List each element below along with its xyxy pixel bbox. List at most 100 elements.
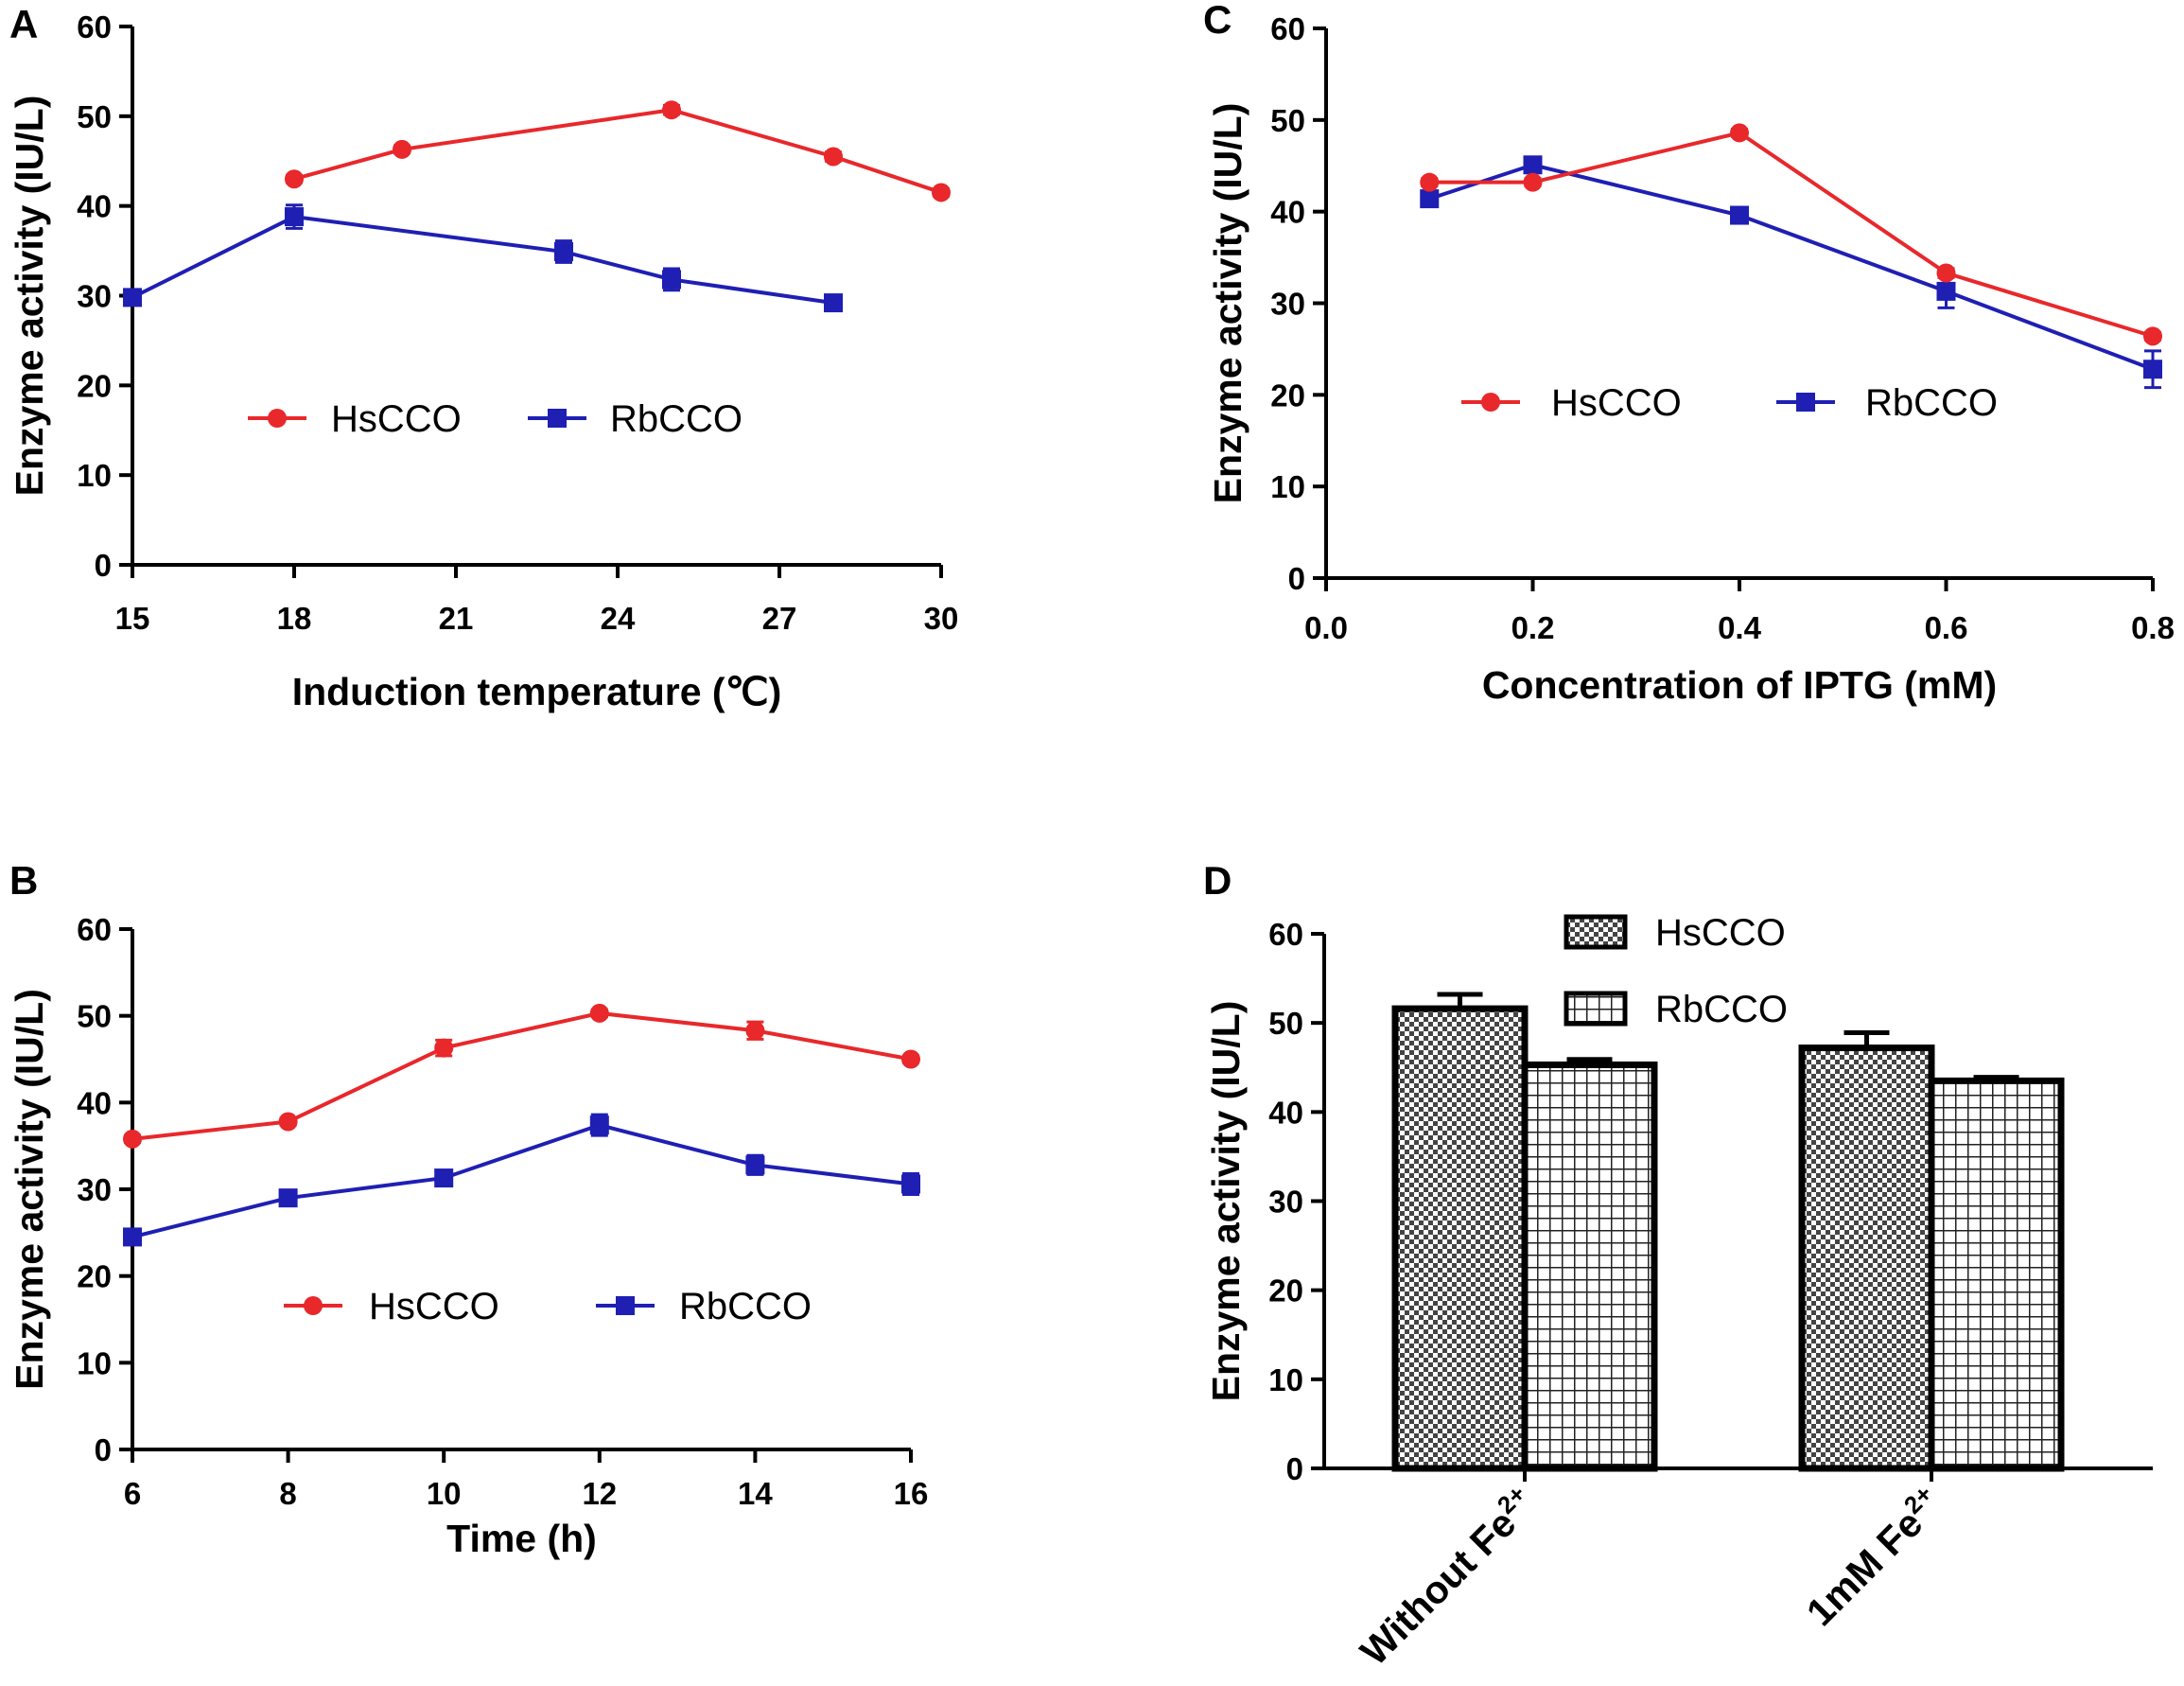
category-base: 1mM Fe [1798, 1502, 1931, 1634]
y-tick-label: 50 [77, 999, 112, 1034]
y-tick-label: 10 [77, 1345, 112, 1380]
x-tick-label: 0.2 [1511, 610, 1555, 645]
rbcco-point [554, 242, 573, 262]
x-axis-title: Concentration of IPTG (mM) [1482, 663, 1997, 707]
rbcco-point [2143, 360, 2162, 379]
legend-label: RbCCO [679, 1286, 812, 1327]
rbcco-line [1428, 163, 2154, 372]
x-category-label: Without Fe2+ [1350, 1480, 1544, 1674]
rbcco-line [131, 1123, 912, 1239]
legend-label: HsCCO [331, 398, 462, 440]
hscco-point [1730, 123, 1749, 143]
y-tick-label: 50 [1270, 103, 1305, 138]
y-tick-label: 10 [1270, 469, 1305, 504]
rbcco-point [285, 207, 304, 227]
rbcco-point [1420, 189, 1440, 209]
hscco-point [434, 1038, 454, 1058]
y-tick-label: 60 [77, 9, 112, 44]
legend-label: HsCCO [1655, 912, 1786, 954]
series-rbcco [1420, 155, 2162, 390]
x-tick-label: 14 [738, 1476, 773, 1511]
rbcco-point [123, 288, 142, 307]
y-tick-label: 0 [1286, 1451, 1303, 1486]
hscco-point [901, 1049, 920, 1069]
y-axis-title: Enzyme activity (IU/L) [8, 96, 51, 497]
legend-marker [1481, 393, 1500, 412]
panel-letter: D [1203, 858, 1232, 903]
panel-c: C 0 10 20 30 40 50 60 Enzyme activity (IU/L) 0.0 0… [1203, 0, 2175, 707]
y-axis-title: Enzyme activity (IU/L) [1204, 1001, 1248, 1402]
panel-letter: C [1203, 0, 1232, 42]
rbcco-point [434, 1168, 454, 1188]
y-tick-label: 10 [1268, 1362, 1303, 1397]
x-axis-title: Time (h) [446, 1517, 597, 1560]
rbcco-point [123, 1227, 142, 1247]
hscco-point [278, 1112, 298, 1132]
x-tick-label: 0.4 [1718, 610, 1762, 645]
x-category-label: 1mM Fe2+ [1796, 1480, 1951, 1635]
hscco-point [1420, 172, 1440, 192]
hscco-point [1936, 263, 1956, 283]
panel-d: D 0 10 20 30 40 50 60 Enzyme activity (IU/L) With… [1203, 858, 2153, 1674]
hscco-point [589, 1003, 609, 1023]
series-hscco [123, 1003, 920, 1149]
hscco-point [932, 183, 951, 202]
y-tick-label: 50 [77, 99, 112, 134]
y-tick-label: 30 [1268, 1185, 1303, 1220]
x-tick-label: 21 [439, 601, 474, 636]
legend: HsCCO RbCCO [1461, 382, 1998, 424]
y-tick-label: 60 [1268, 917, 1303, 952]
x-tick-label: 10 [427, 1476, 462, 1511]
x-axis-title: Induction temperature (℃) [292, 670, 782, 713]
legend-marker [616, 1296, 635, 1315]
legend-label: RbCCO [1655, 989, 1788, 1030]
legend-swatch [1564, 991, 1628, 1027]
y-tick-label: 40 [77, 189, 112, 224]
y-tick-label: 50 [1268, 1006, 1303, 1041]
legend: HsCCO RbCCO [284, 1286, 812, 1327]
legend-swatch [1564, 914, 1628, 950]
hscco-point [2143, 326, 2162, 346]
hscco-point [285, 169, 304, 189]
x-tick-label: 18 [277, 601, 312, 636]
legend-label: RbCCO [1865, 382, 1998, 424]
series-rbcco [123, 203, 843, 313]
rbcco-point [1730, 205, 1749, 225]
hscco-point [824, 147, 843, 167]
y-tick-label: 30 [77, 1172, 112, 1207]
y-tick-label: 40 [1268, 1095, 1303, 1130]
rbcco-point [745, 1155, 765, 1175]
series-rbcco [123, 1113, 920, 1247]
y-tick-label: 40 [1270, 195, 1305, 230]
x-tick-label: 12 [582, 1476, 617, 1511]
rbcco-line [131, 214, 834, 306]
rbcco-point [1523, 155, 1543, 175]
rbcco-point [824, 293, 843, 313]
x-tick-label: 6 [124, 1476, 141, 1511]
hscco-point [393, 139, 411, 159]
y-tick-label: 20 [1268, 1273, 1303, 1308]
legend-marker [268, 409, 287, 428]
panel-letter: B [9, 858, 38, 903]
x-tick-label: 30 [924, 601, 959, 636]
x-tick-label: 0.8 [2131, 610, 2175, 645]
x-tick-label: 16 [894, 1476, 929, 1511]
bar-hscco [1391, 1005, 1529, 1472]
y-tick-label: 20 [77, 368, 112, 403]
legend-marker [1796, 393, 1815, 412]
x-tick-label: 0.6 [1925, 610, 1968, 645]
x-tick-label: 8 [279, 1476, 296, 1511]
rbcco-point [278, 1188, 298, 1208]
rbcco-point [1936, 281, 1956, 301]
legend: HsCCO RbCCO [248, 398, 743, 440]
legend-marker [304, 1296, 323, 1315]
y-tick-label: 20 [77, 1259, 112, 1294]
bar-rbcco [1521, 1061, 1658, 1472]
y-tick-label: 40 [77, 1085, 112, 1120]
y-tick-label: 0 [95, 1432, 112, 1467]
hscco-point [745, 1021, 765, 1041]
rbcco-point [589, 1115, 609, 1135]
panel-b: B 0 10 20 30 40 50 60 Enzyme activity (IU/L) 6 8 10… [8, 858, 928, 1560]
x-tick-label: 27 [762, 601, 797, 636]
